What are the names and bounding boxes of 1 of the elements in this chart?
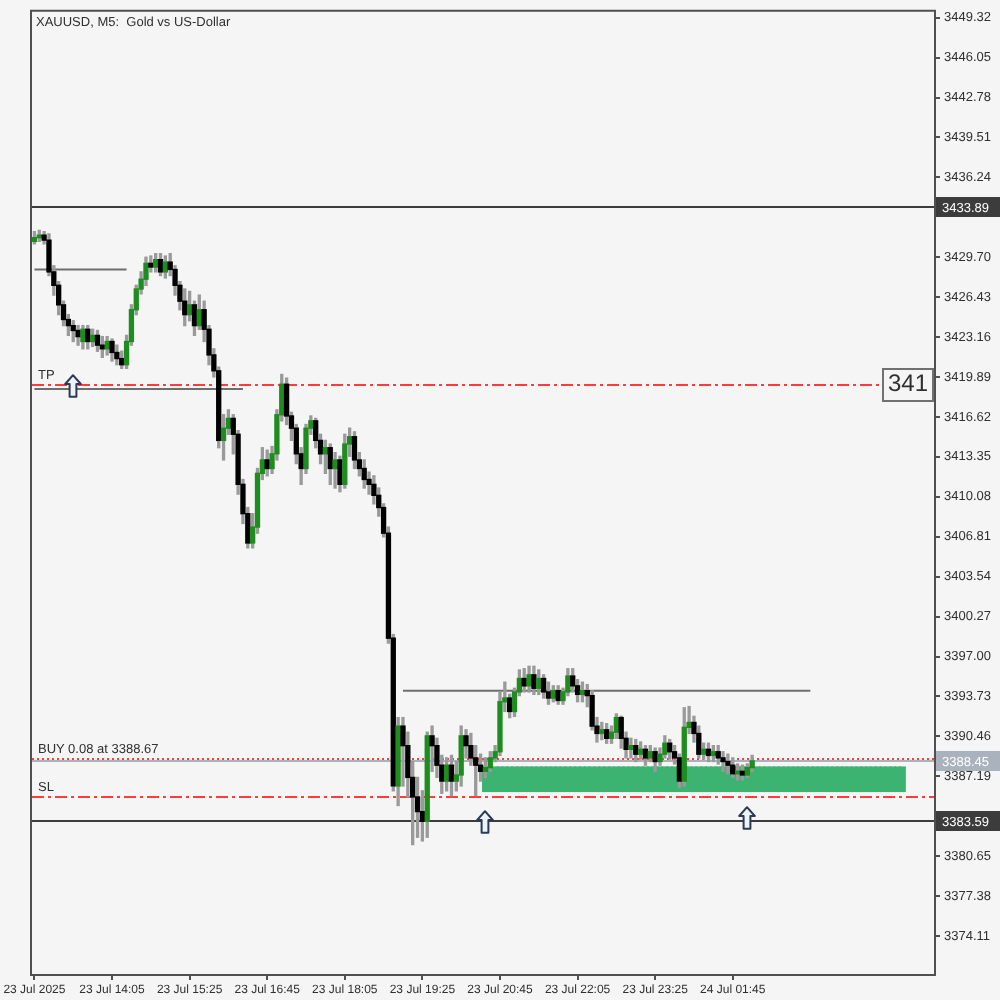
annotation: 341 bbox=[887, 368, 929, 397]
